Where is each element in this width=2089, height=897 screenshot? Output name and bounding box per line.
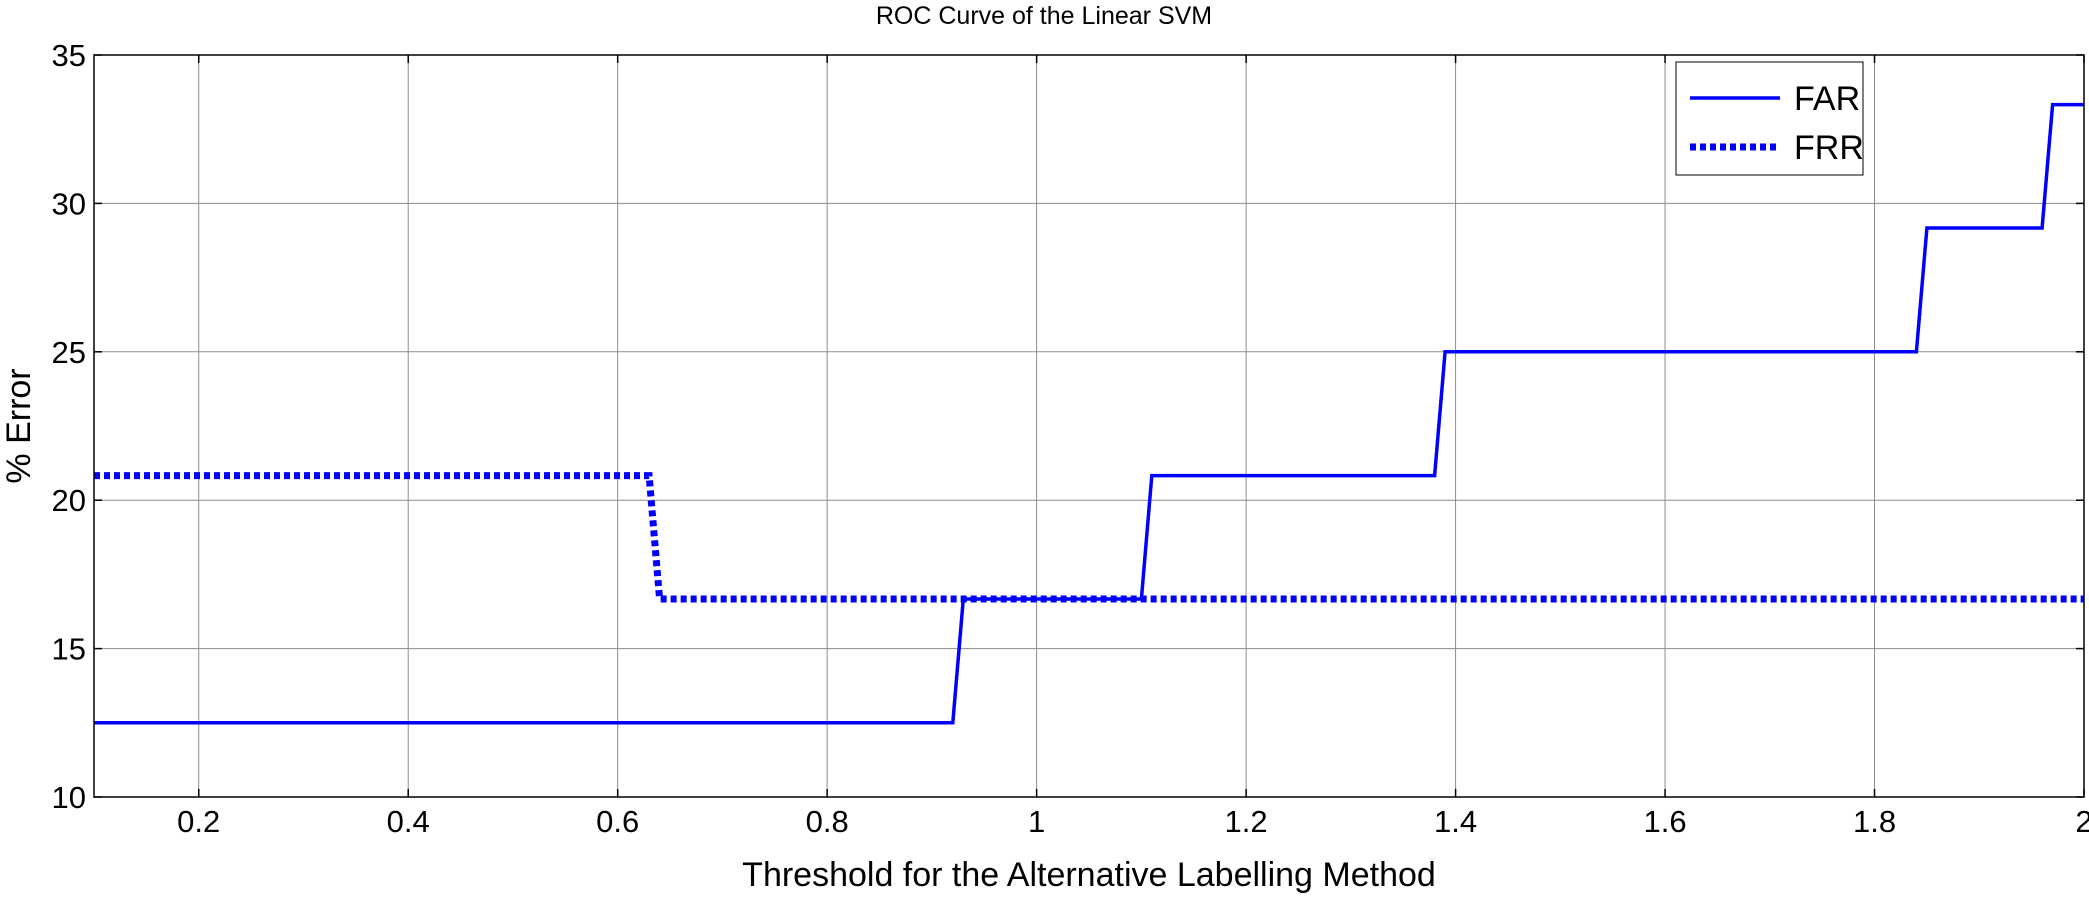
legend-box bbox=[1675, 61, 1864, 176]
y-axis-label: % Error bbox=[0, 368, 38, 483]
chart-title: ROC Curve of the Linear SVM bbox=[876, 2, 1212, 30]
legend-frr-label: FRR bbox=[1794, 129, 1864, 167]
legend-far-label: FAR bbox=[1794, 80, 1860, 118]
series-lines bbox=[94, 102, 2084, 725]
x-tick-label: 2 bbox=[2075, 804, 2089, 839]
x-tick-label: 0.4 bbox=[387, 804, 430, 839]
x-tick-label: 0.8 bbox=[806, 804, 849, 839]
x-tick-label: 1.4 bbox=[1434, 804, 1477, 839]
x-tick-label: 1.8 bbox=[1853, 804, 1896, 839]
tick-marks bbox=[94, 54, 2085, 798]
x-tick-label: 0.6 bbox=[596, 804, 639, 839]
y-tick-label: 20 bbox=[52, 483, 86, 518]
y-tick-label: 15 bbox=[52, 632, 86, 667]
x-tick-label: 1 bbox=[1028, 804, 1045, 839]
y-tick-label: 10 bbox=[52, 780, 86, 815]
plot-frame bbox=[93, 54, 2085, 798]
legend: FAR FRR bbox=[1675, 61, 1864, 176]
tick-labels: 0.2 0.4 0.6 0.8 1 1.2 1.4 1.6 1.8 2 10 15 20 25 30 35 bbox=[52, 38, 2089, 839]
x-tick-label: 1.2 bbox=[1225, 804, 1268, 839]
series-far-line bbox=[94, 102, 2084, 725]
series-frr-line bbox=[94, 472, 2084, 603]
x-tick-label: 1.6 bbox=[1643, 804, 1686, 839]
y-tick-label: 25 bbox=[52, 335, 86, 370]
y-tick-label: 35 bbox=[52, 38, 86, 73]
x-tick-label: 0.2 bbox=[177, 804, 220, 839]
x-axis-label: Threshold for the Alternative Labelling … bbox=[742, 856, 1436, 894]
y-tick-label: 30 bbox=[52, 186, 86, 221]
